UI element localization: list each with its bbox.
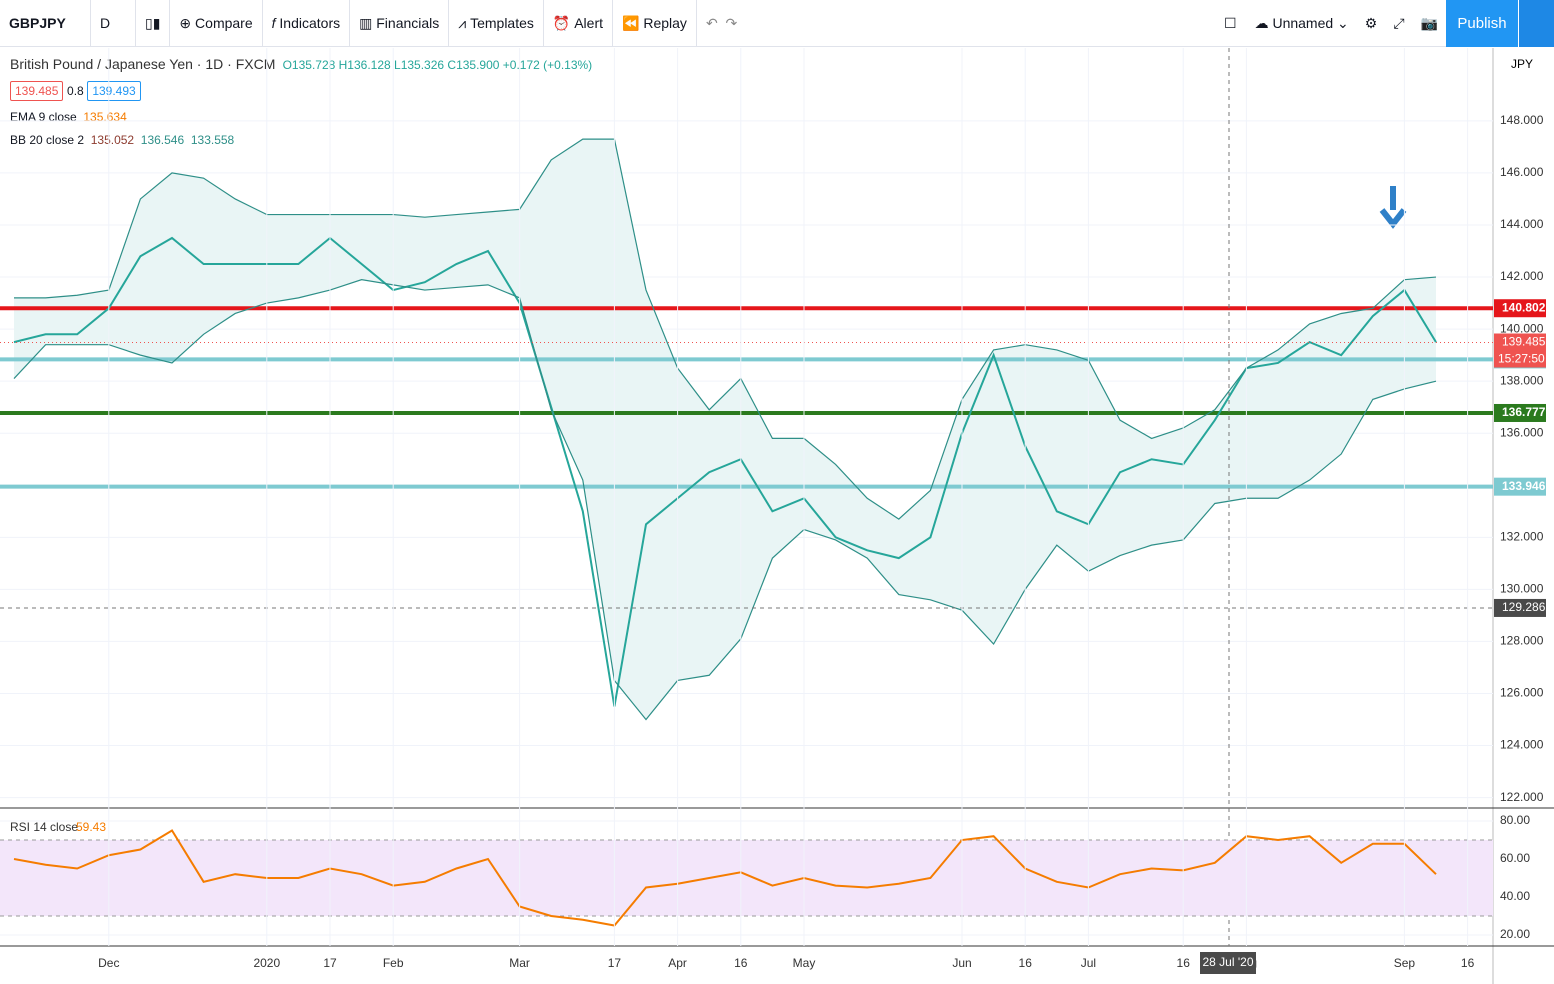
label: Compare [195,15,253,31]
y-tick-label: 122.000 [1500,790,1544,804]
label: Alert [574,15,604,31]
settings[interactable]: ⚙ [1364,15,1378,31]
y-tick-label: 128.000 [1500,634,1544,648]
compare[interactable]: ⊕ Compare [170,0,263,47]
y-tick-label: 80.00 [1500,813,1530,827]
y-tick-label: 40.00 [1500,889,1530,903]
x-tick-label: 16 [1461,956,1475,970]
replay[interactable]: ⏪ Replay [613,0,697,47]
level-tag [1494,477,1546,496]
bb-basis: 135.052 [90,133,135,147]
level-label: 136.777 [1502,405,1546,419]
snapshot[interactable]: 📷 [1420,15,1438,31]
right-tools: ☐ ☁ Unnamed ⌄ ⚙ ⤢ 📷 [1214,0,1446,47]
symbol-title: British Pound / Japanese Yen · 1D · FXCM [10,56,276,72]
y-tick-label: 142.000 [1500,269,1544,283]
x-tick-label: 16 [1019,956,1033,970]
x-tick-label: Apr [668,956,687,970]
x-tick-label: Jun [952,956,971,970]
indicator-title: RSI 14 close [10,820,78,834]
x-tick-label: 17 [323,956,337,970]
x-tick-label: Dec [98,956,119,970]
rsi-band [0,840,1493,916]
spread: 0.8 [67,84,84,98]
y-tick-label: 140.000 [1500,321,1544,335]
financials[interactable]: ▥ Financials [350,0,450,47]
level-label: 140.802 [1502,300,1546,314]
label: Unnamed [1272,15,1334,31]
bollinger-line [13,279,1437,721]
x-tick-label: Jul [1081,956,1096,970]
y-tick-label: 136.000 [1500,425,1544,439]
level-label: 133.946 [1502,479,1546,493]
bb-label: BB 20 close 2 [10,133,85,147]
toolbar: GBPJPY D ▯▮ ⊕ Compare f Indicators ▥ Fin… [0,0,1554,47]
fullscreen-box[interactable]: ☐ [1224,15,1237,31]
crosshair-x-label: 28 Jul '20 [1203,955,1254,969]
indicator-value: 59.43 [76,820,106,834]
currency: JPY [1511,57,1533,71]
label: Replay [643,15,687,31]
x-tick-label: Feb [383,956,404,970]
alert[interactable]: ⏰ Alert [544,0,614,47]
sell-price[interactable]: 139.485 [10,81,64,101]
publish[interactable]: Publish [1446,0,1518,47]
bb-lower: 133.558 [190,133,235,147]
x-tick-label: Mar [509,956,530,970]
x-tick-label: 16 [1177,956,1191,970]
x-tick-label: 2020 [253,956,280,970]
y-tick-label: 146.000 [1500,165,1544,179]
undo-redo[interactable]: ↶ ↷ [705,14,738,31]
buy-price[interactable]: 139.493 [87,81,141,101]
arrow-annotation [1379,186,1407,229]
x-tick-label: May [793,956,816,970]
symbol[interactable]: GBPJPY [0,0,91,47]
interval[interactable]: D [91,0,136,47]
y-tick-label: 148.000 [1500,113,1544,127]
bollinger-line [14,138,1437,520]
x-tick-label: Sep [1394,956,1416,970]
level-tag [1494,403,1546,422]
last-price-tag [1494,333,1546,368]
crosshair-x-tag [1200,952,1256,974]
y-tick-label: 126.000 [1500,686,1544,700]
chart-style[interactable]: ▯▮ [136,0,171,47]
x-tick-label: 17 [608,956,622,970]
expand[interactable]: ⤢ [1393,15,1405,31]
indicators[interactable]: f Indicators [263,0,351,47]
y-tick-label: 130.000 [1500,582,1544,596]
publish-menu[interactable] [1518,0,1554,47]
crosshair-y-tag [1494,598,1546,617]
templates[interactable]: ⩘ Templates [449,0,544,47]
x-tick-label: 16 [734,956,748,970]
y-tick-label: 60.00 [1500,851,1530,865]
y-tick-label: 138.000 [1500,373,1544,387]
y-tick-label: 20.00 [1500,927,1530,941]
price-line [13,829,1437,927]
bb-upper: 136.546 [140,133,185,147]
crosshair-y-label: 129.286 [1502,600,1546,614]
last-price-label: 139.485 [1502,335,1546,349]
y-tick-label: 124.000 [1500,738,1544,752]
y-tick-label: 144.000 [1500,217,1544,231]
layout[interactable]: ☁ Unnamed ⌄ [1254,15,1349,31]
label: Financials [376,15,440,31]
ohlc: O135.728 H136.128 L135.326 C135.900 +0.1… [282,58,593,72]
label: Templates [470,15,534,31]
band-fill [14,139,1436,720]
level-tag [1494,299,1546,318]
y-tick-label: 132.000 [1500,529,1544,543]
label: Indicators [279,15,341,31]
price-line [13,236,1437,707]
countdown: 15:27:50 [1498,352,1545,366]
chart: JPY 122.000 124.000 126.000 128.000 130.000 1… [0,48,1554,984]
